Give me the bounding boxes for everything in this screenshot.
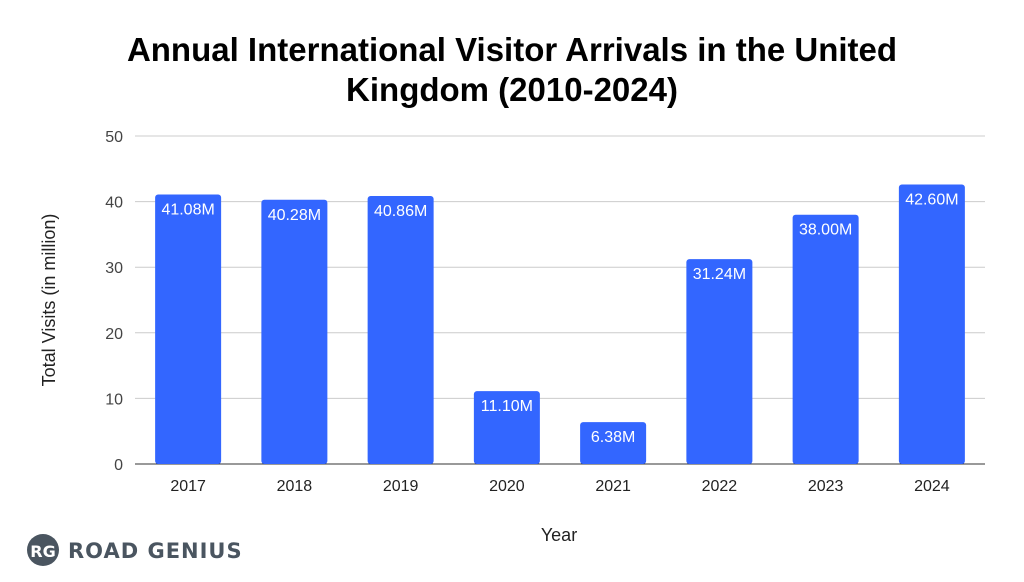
bar-2023 xyxy=(792,214,859,464)
brand-monogram: RG xyxy=(30,542,55,561)
y-tick-label: 0 xyxy=(114,457,123,474)
x-tick-label-2024: 2024 xyxy=(914,478,950,495)
bar-2017 xyxy=(155,194,222,464)
bar-2024 xyxy=(898,184,965,464)
data-label-2021: 6.38M xyxy=(591,429,635,446)
x-tick-label-2023: 2023 xyxy=(808,478,844,495)
y-axis-label: Total Visits (in million) xyxy=(39,214,59,387)
brand-logo: RG ROAD GENIUS xyxy=(27,534,243,566)
data-label-2020: 11.10M xyxy=(481,398,533,415)
data-label-2023: 38.00M xyxy=(799,222,852,239)
x-tick-label-2022: 2022 xyxy=(702,478,738,495)
bar-2022 xyxy=(686,259,753,464)
brand-monogram-badge xyxy=(27,534,59,566)
y-tick-label: 40 xyxy=(105,195,123,212)
x-tick-label-2021: 2021 xyxy=(595,478,631,495)
y-tick-label: 10 xyxy=(105,391,123,408)
x-tick-label-2019: 2019 xyxy=(383,478,419,495)
chart-title-line-1: Annual International Visitor Arrivals in… xyxy=(127,31,897,68)
x-tick-label-2017: 2017 xyxy=(170,478,206,495)
x-axis-label: Year xyxy=(541,525,577,545)
x-tick-label-2018: 2018 xyxy=(277,478,313,495)
bar-2021 xyxy=(580,422,647,464)
bar-2019 xyxy=(367,195,434,464)
data-label-2019: 40.86M xyxy=(374,203,427,220)
bars: 41.08M 40.28M 40.86M 11.10M 6.38M 31.24M 38.00… xyxy=(155,184,965,465)
brand-name: ROAD GENIUS xyxy=(68,539,243,563)
y-tick-label: 50 xyxy=(105,129,123,146)
x-tick-label-2020: 2020 xyxy=(489,478,525,495)
data-label-2024: 42.60M xyxy=(905,192,958,209)
chart-title-line-2: Kingdom (2010-2024) xyxy=(346,71,678,108)
y-tick-label: 20 xyxy=(105,326,123,343)
data-label-2022: 31.24M xyxy=(693,266,746,283)
y-axis-ticks: 0 10 20 30 40 50 xyxy=(105,129,123,474)
y-tick-label: 30 xyxy=(105,260,123,277)
data-label-2018: 40.28M xyxy=(268,207,321,224)
data-label-2017: 41.08M xyxy=(161,202,214,219)
x-axis-ticks: 2017 2018 2019 2020 2021 2022 2023 2024 xyxy=(170,478,949,495)
bar-2020 xyxy=(473,391,540,464)
bar-2018 xyxy=(261,199,328,465)
